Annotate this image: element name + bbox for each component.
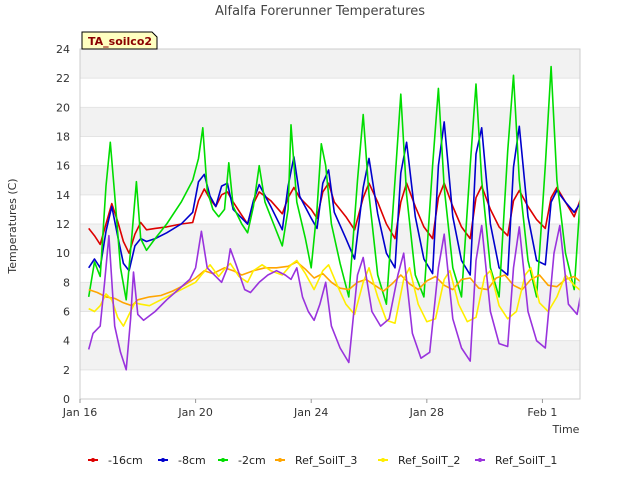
series-line--2cm (87, 65, 580, 305)
legend-label: Ref_SoilT_1 (495, 454, 557, 467)
legend-label: Ref_SoilT_3 (295, 454, 357, 467)
background-band (80, 340, 580, 370)
y-tick-label: 16 (56, 160, 70, 173)
legend-marker (478, 458, 482, 462)
y-tick-label: 0 (63, 393, 70, 406)
legend-marker (161, 458, 165, 462)
x-tick-label: Jan 24 (293, 406, 328, 419)
legend-label: -16cm (108, 454, 143, 467)
x-tick-label: Jan 20 (177, 406, 212, 419)
legend-label: -2cm (238, 454, 266, 467)
x-axis-ticks: Jan 16 Jan 20 Jan 24 Jan 28 Feb 1 (62, 399, 557, 419)
y-tick-label: 10 (56, 247, 70, 260)
background-band (80, 49, 580, 79)
y-tick-label: 18 (56, 131, 70, 144)
x-tick-label: Jan 16 (62, 406, 97, 419)
y-tick-label: 2 (63, 364, 70, 377)
legend-label: Ref_SoilT_2 (398, 454, 460, 467)
site-tag: TA_soilco2 (81, 31, 158, 50)
site-tag-label: TA_soilco2 (88, 35, 152, 48)
y-tick-label: 12 (56, 218, 70, 231)
plot-frame (79, 48, 581, 400)
background-band (80, 107, 580, 137)
x-tick-label: Jan 28 (409, 406, 444, 419)
legend-marker (278, 458, 282, 462)
legend-marker (381, 458, 385, 462)
legend-label: -8cm (178, 454, 206, 467)
legend-marker (91, 458, 95, 462)
y-tick-label: 22 (56, 72, 70, 85)
y-tick-label: 4 (63, 335, 70, 348)
y-tick-label: 20 (56, 101, 70, 114)
legend: -16cm -8cm -2cm Ref_SoilT_3 Ref_SoilT_2 Ref_S… (88, 454, 557, 467)
y-tick-label: 14 (56, 189, 70, 202)
series-line-ref-soilt-2 (88, 259, 580, 327)
series-line-ref-soilt-1 (87, 224, 580, 371)
x-axis-label: Time (552, 423, 580, 436)
y-tick-label: 6 (63, 306, 70, 319)
y-tick-label: 24 (56, 43, 70, 56)
x-tick-label: Feb 1 (527, 406, 557, 419)
series-lines (87, 65, 580, 371)
series-line--8cm (88, 121, 580, 276)
chart-title: Alfalfa Forerunner Temperatures (215, 4, 425, 19)
legend-marker (221, 458, 225, 462)
y-tick-label: 8 (63, 276, 70, 289)
site-tag-box (81, 31, 158, 50)
y-axis-label: Temperatures (C) (6, 178, 19, 274)
